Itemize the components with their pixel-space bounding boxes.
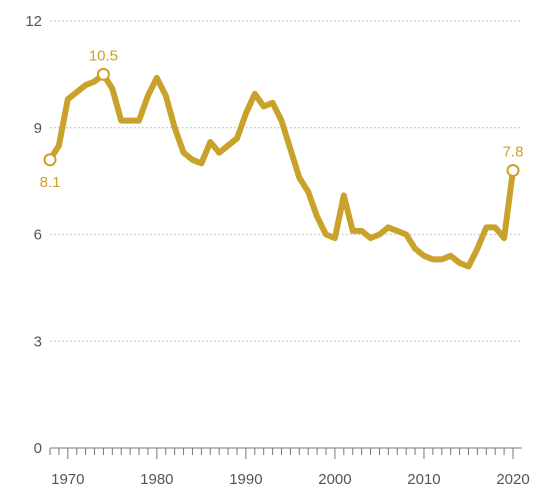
y-tick-label: 9 <box>34 120 42 137</box>
annotations: 8.1 10.5 7.8 <box>40 47 524 190</box>
series-line <box>47 71 516 270</box>
data-label: 7.8 <box>503 143 524 160</box>
point-marker <box>96 67 110 81</box>
x-tick-label: 2020 <box>496 471 529 488</box>
point-marker <box>506 163 520 177</box>
data-label: 10.5 <box>89 47 118 64</box>
gridlines <box>50 20 522 342</box>
x-tick-label: 1980 <box>140 471 173 488</box>
data-label: 8.1 <box>40 174 61 191</box>
x-tick-label: 2010 <box>407 471 440 488</box>
point-marker <box>43 153 57 167</box>
series <box>47 71 516 270</box>
x-tick-label: 1990 <box>229 471 262 488</box>
x-tick-label: 1970 <box>51 471 84 488</box>
x-tick-label: 2000 <box>318 471 351 488</box>
y-tick-label: 12 <box>25 13 42 30</box>
y-tick-label: 3 <box>34 333 42 350</box>
y-axis: 0 3 6 9 12 <box>25 13 42 457</box>
x-axis: 1970 1980 1990 2000 2010 2020 <box>49 447 530 488</box>
y-tick-label: 6 <box>34 227 42 244</box>
y-tick-label: 0 <box>34 440 42 457</box>
